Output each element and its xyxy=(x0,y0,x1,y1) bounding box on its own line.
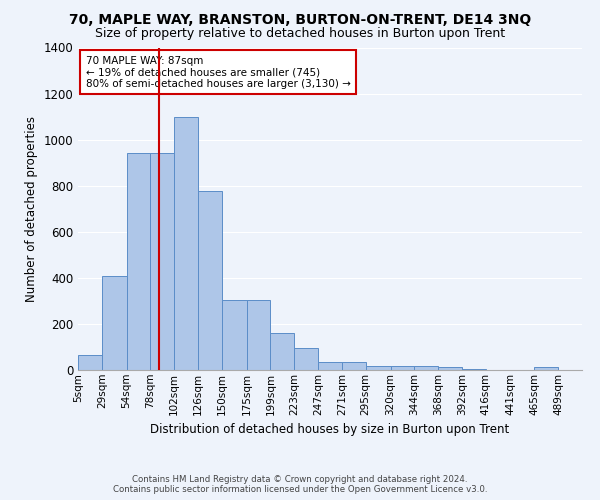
Bar xyxy=(438,367,462,370)
Text: 70, MAPLE WAY, BRANSTON, BURTON-ON-TRENT, DE14 3NQ: 70, MAPLE WAY, BRANSTON, BURTON-ON-TRENT… xyxy=(69,12,531,26)
Bar xyxy=(294,348,318,370)
Bar xyxy=(222,300,247,370)
Bar xyxy=(174,116,198,370)
Bar xyxy=(391,366,415,370)
Bar xyxy=(151,154,174,370)
Bar xyxy=(127,154,151,370)
Bar xyxy=(247,300,271,370)
Text: Size of property relative to detached houses in Burton upon Trent: Size of property relative to detached ho… xyxy=(95,28,505,40)
Bar xyxy=(271,333,294,370)
Text: Contains HM Land Registry data © Crown copyright and database right 2024.
Contai: Contains HM Land Registry data © Crown c… xyxy=(113,474,487,494)
Bar xyxy=(366,366,391,370)
Bar xyxy=(415,366,438,370)
Bar xyxy=(78,355,102,370)
Y-axis label: Number of detached properties: Number of detached properties xyxy=(25,116,38,302)
Bar xyxy=(198,192,222,370)
Bar xyxy=(102,276,127,370)
Bar xyxy=(342,362,366,370)
Bar xyxy=(462,369,486,370)
Text: 70 MAPLE WAY: 87sqm
← 19% of detached houses are smaller (745)
80% of semi-detac: 70 MAPLE WAY: 87sqm ← 19% of detached ho… xyxy=(86,56,350,89)
X-axis label: Distribution of detached houses by size in Burton upon Trent: Distribution of detached houses by size … xyxy=(151,423,509,436)
Bar xyxy=(535,367,558,370)
Bar xyxy=(318,362,342,370)
